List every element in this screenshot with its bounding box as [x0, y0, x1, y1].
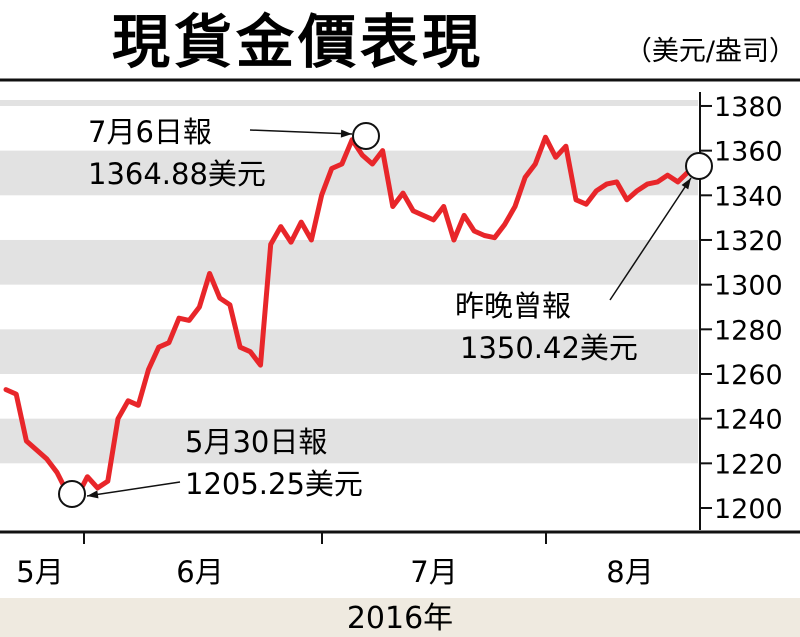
- x-month-label: 7月: [410, 555, 457, 589]
- x-month-label: 8月: [606, 555, 653, 589]
- grid-band: [0, 150, 698, 196]
- y-tick-label: 1360: [714, 137, 783, 168]
- highlight-marker: [58, 480, 86, 508]
- annotation-date: 昨晚曾報: [455, 289, 571, 323]
- callout-arrowhead: [340, 129, 352, 138]
- y-tick-label: 1260: [714, 360, 783, 391]
- y-axis: 1380 1360 1340 1320 1300 1280 1260 1240 1220 1200: [699, 92, 783, 530]
- y-tick-label: 1200: [714, 494, 783, 525]
- x-axis: 5月 6月 7月 8月 2016年: [0, 530, 800, 637]
- y-tick-label: 1300: [714, 271, 783, 302]
- callout-line: [609, 177, 692, 301]
- annotation-value: 1350.42美元: [460, 331, 638, 365]
- y-tick-label: 1380: [714, 92, 783, 123]
- y-tick-label: 1320: [714, 226, 783, 257]
- highlight-marker: [352, 122, 380, 150]
- grid-band: [0, 239, 698, 285]
- grid-bands: [0, 100, 698, 464]
- annotation-date: 5月30日報: [185, 425, 327, 459]
- callout-line: [86, 481, 181, 497]
- y-tick-label: 1340: [714, 181, 783, 212]
- x-caption: 2016年: [347, 601, 453, 636]
- callout-arrowhead: [87, 490, 99, 499]
- grid-band: [0, 329, 698, 374]
- y-tick-label: 1240: [714, 405, 783, 436]
- annotation-value: 1205.25美元: [185, 467, 363, 501]
- callout-arrowhead: [681, 178, 691, 190]
- chart-title: 現貨金價表現: [112, 8, 484, 76]
- series-layer: [3, 134, 691, 499]
- gold-price-line: [3, 134, 691, 499]
- grid-band: [0, 418, 698, 464]
- year-band: [0, 598, 800, 637]
- y-tick-label: 1220: [714, 449, 783, 480]
- x-month-label: 5月: [16, 555, 63, 589]
- chart-unit: （美元/盎司）: [625, 36, 796, 67]
- highlight-marker: [685, 152, 713, 180]
- x-month-label: 6月: [176, 555, 223, 589]
- callout-line: [249, 129, 353, 135]
- annotation-value: 1364.88美元: [88, 157, 266, 191]
- y-tick-label: 1280: [714, 315, 783, 346]
- annotation-date: 7月6日報: [88, 115, 212, 149]
- grid-band: [0, 100, 698, 106]
